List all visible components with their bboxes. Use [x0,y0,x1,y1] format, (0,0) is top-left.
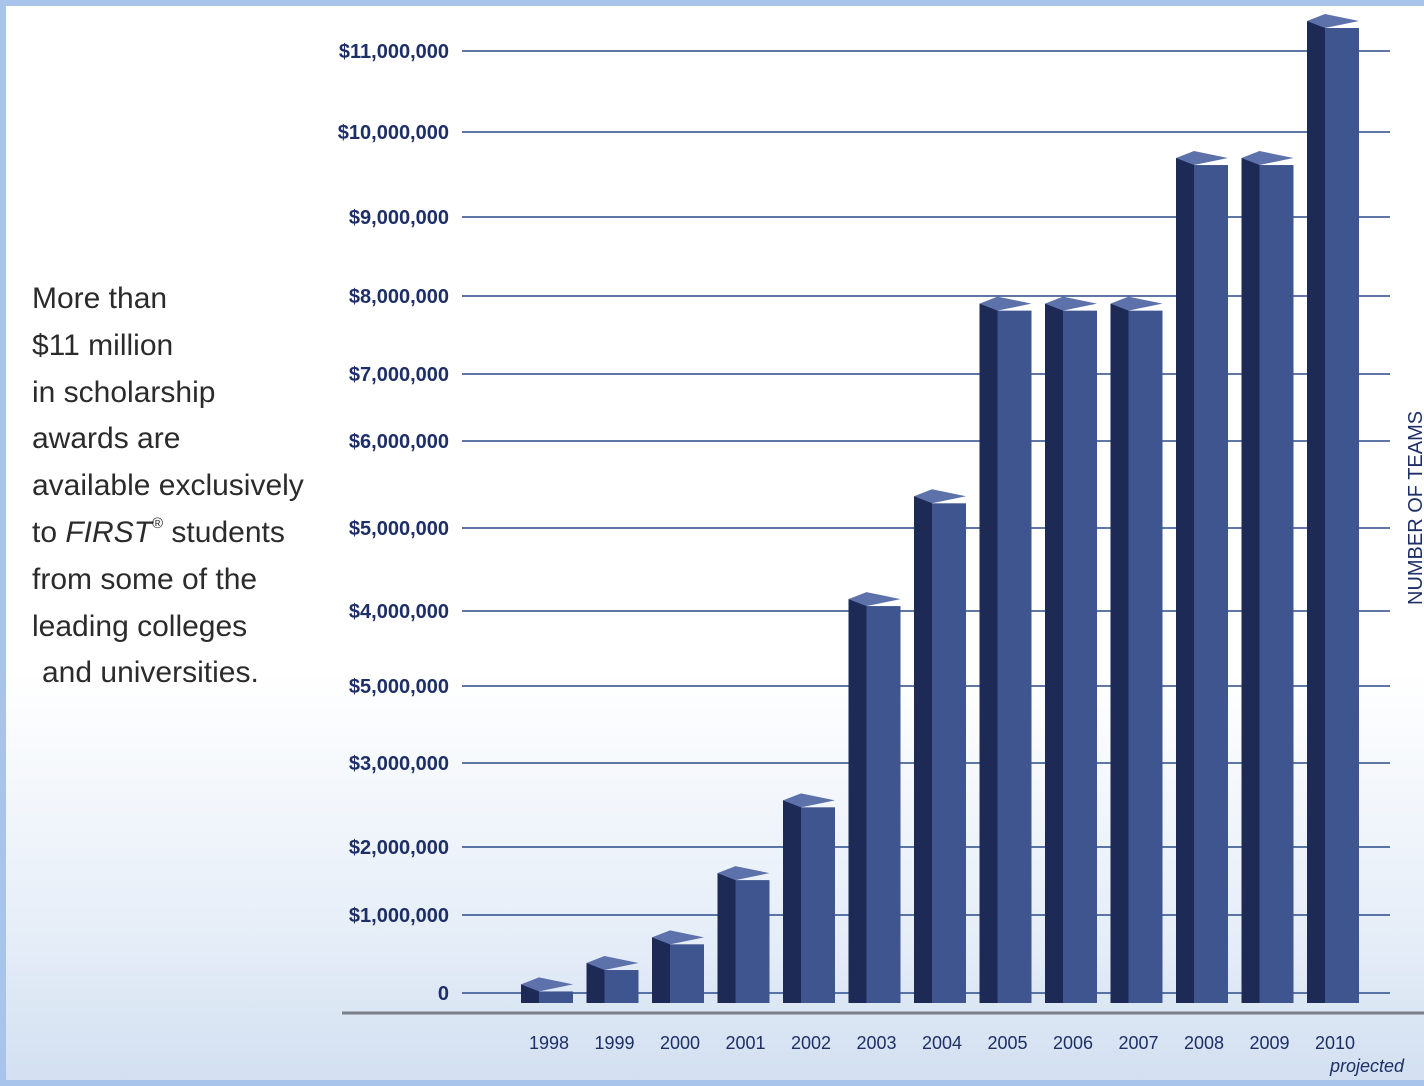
bar-1999 [586,956,639,1003]
x-tick-label: 2005 [987,1033,1027,1053]
text-line: and universities. [42,656,259,690]
bar-2007 [1110,296,1163,1003]
bar-top [1045,296,1097,311]
y-tick-label: $5,000,000 [349,676,449,698]
bar-front [801,807,835,1003]
x-tick-label: 2009 [1249,1033,1289,1053]
text-line: available exclusively [32,469,304,503]
bar-side [586,963,605,1003]
bar-front [866,606,901,1003]
projected-annotation: projected [1329,1056,1405,1076]
bar-2005 [979,296,1032,1003]
x-tick-label: 2006 [1053,1033,1093,1053]
bar-top [521,977,573,992]
bar-front [932,503,966,1003]
bar-2006 [1045,296,1097,1003]
y-tick-label: $6,000,000 [349,431,449,453]
x-tick-label: 2004 [922,1033,962,1053]
bar-top [1307,14,1359,29]
bar-side [652,937,670,1003]
bar-front [1325,28,1359,1003]
text-line: $11 million [32,328,174,362]
bar-front [1259,165,1294,1003]
bar-top [1110,296,1163,311]
bar-side [1241,158,1260,1003]
y-tick-label: $11,000,000 [339,41,449,63]
y-tick-label: $10,000,000 [338,122,449,144]
x-tick-label: 2002 [791,1033,831,1053]
right-axis-label: NUMBER OF TEAMS [1405,411,1424,605]
x-tick-label: 2010 [1315,1033,1355,1053]
bar-2000 [652,930,704,1003]
y-tick-label: $7,000,000 [349,364,449,386]
bar-top [1176,151,1228,166]
bar-top [848,592,901,607]
y-tick-label: 0 [438,983,449,1005]
bar-side [717,873,736,1003]
bar-top [586,956,639,971]
text-line: in scholarship [32,375,216,409]
text-fragment: students [163,515,285,549]
y-tick-label: $4,000,000 [349,601,449,623]
bar-top [979,296,1032,311]
bar-2002 [783,793,835,1003]
bar-top [783,793,835,808]
x-tick-label: 2003 [856,1033,896,1053]
bar-side [979,303,998,1003]
bar-side [1110,303,1129,1003]
bar-top [914,489,966,504]
x-tick-label: 2001 [725,1033,765,1053]
first-brand-text: FIRST [65,515,153,549]
bar-1998 [521,977,573,1003]
bar-side [1045,303,1063,1003]
registered-mark: ® [152,514,164,532]
bar-front [735,880,770,1003]
x-tick-label: 2007 [1118,1033,1158,1053]
bar-front [997,310,1032,1003]
x-axis-labels: 1998 1999 2000 2001 2002 2003 2004 2005 2006 2007… [529,1033,1355,1053]
y-tick-label: $9,000,000 [349,207,449,229]
x-tick-label: 1999 [594,1033,634,1053]
y-axis-labels: 0 $1,000,000 $2,000,000 $3,000,000 $5,000,00… [338,41,449,1005]
x-tick-label: 1998 [529,1033,569,1053]
text-line: from some of the [32,562,258,596]
bar-side [1307,21,1325,1003]
y-tick-label: $1,000,000 [349,905,449,927]
bar-side [1176,158,1194,1003]
bar-2009 [1241,151,1294,1003]
y-tick-label: $3,000,000 [349,753,449,775]
bar-front [670,944,704,1003]
scholarship-description: More than $11 million in scholarship awa… [32,276,332,697]
bar-2010 [1307,14,1359,1003]
bar-front [539,991,573,1003]
bar-front [1063,310,1097,1003]
bar-front [1194,165,1228,1003]
bar-2008 [1176,151,1228,1003]
text-fragment: to [32,515,66,549]
y-tick-label: $8,000,000 [349,286,449,308]
bar-top [1241,151,1294,166]
x-tick-label: 2000 [660,1033,700,1053]
text-line: leading colleges [32,609,248,643]
bar-2004 [914,489,966,1003]
bars [521,14,1359,1003]
bar-front [604,970,639,1003]
x-tick-label: 2008 [1184,1033,1224,1053]
bar-top [652,930,704,945]
y-tick-label: $2,000,000 [349,837,449,859]
text-line: awards are [32,422,181,456]
bar-front [1128,310,1163,1003]
bar-2001 [717,866,770,1003]
y-tick-label: $5,000,000 [349,518,449,540]
bar-side [848,599,867,1003]
bar-top [717,866,770,881]
bar-2003 [848,592,901,1003]
bar-side [783,800,801,1003]
text-line: More than [32,282,168,315]
text-line: to FIRST® students [32,510,332,557]
bar-side [914,496,932,1003]
